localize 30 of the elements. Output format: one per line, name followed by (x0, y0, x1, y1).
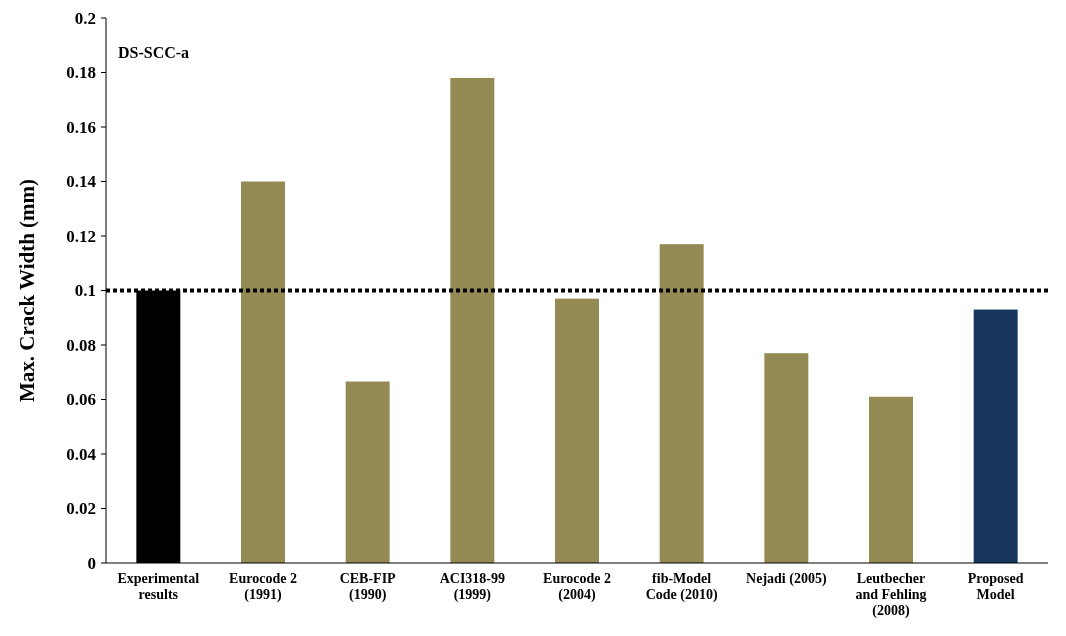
y-tick-label: 0.16 (66, 117, 96, 137)
x-tick-label: Proposed Model (967, 571, 1024, 603)
y-tick-label: 0.02 (66, 499, 96, 519)
y-tick-label: 0.04 (66, 444, 97, 464)
bar (659, 244, 704, 563)
annotation: DS-SCC-a (118, 44, 190, 61)
y-tick-label: 0.08 (66, 335, 96, 355)
y-tick-label: 0.18 (66, 63, 96, 83)
y-tick-label: 0.06 (66, 390, 96, 410)
x-tick-label: ACI318-99 (1999) (439, 571, 506, 604)
y-tick-label: 0 (87, 553, 96, 573)
y-tick-label: 0.1 (74, 281, 96, 301)
bar (450, 77, 495, 563)
x-tick-label: Eurocode 2 (1991) (229, 571, 297, 604)
y-tick-label: 0.12 (66, 226, 96, 246)
y-tick-label: 0.2 (74, 8, 96, 28)
x-tick-label: Nejadi (2005) (746, 571, 827, 587)
x-tick-label: fib-Model Code (2010) (645, 571, 718, 604)
bar (555, 298, 599, 563)
bar (345, 381, 390, 563)
y-tick-label: 0.14 (66, 172, 97, 192)
bar (973, 309, 1018, 563)
x-tick-label: Eurocode 2 (2004) (543, 571, 611, 604)
x-tick-label: Leutbecher and Fehling (2008) (855, 571, 927, 620)
x-tick-label: CEB-FIP (1990) (339, 571, 397, 604)
bar (764, 353, 809, 563)
bar (869, 396, 913, 563)
x-tick-label: Experimental results (117, 571, 200, 603)
bar (241, 181, 285, 563)
y-axis-title: Max. Crack Width (mm) (15, 178, 39, 403)
